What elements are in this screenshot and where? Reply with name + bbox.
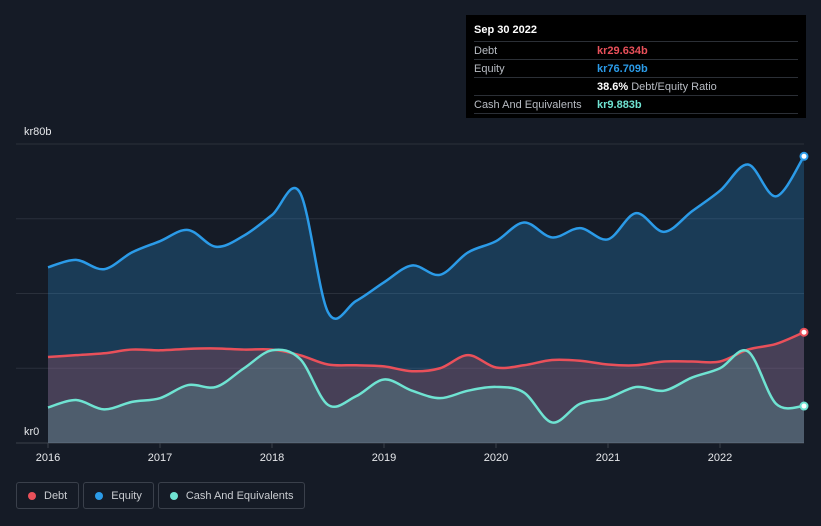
series-lines bbox=[47, 155, 806, 424]
ratio-label: Debt/Equity Ratio bbox=[631, 80, 717, 93]
tooltip-label: Cash And Equivalents bbox=[474, 98, 582, 111]
line-equity bbox=[47, 155, 806, 321]
legend-label: Equity bbox=[111, 489, 142, 502]
x-tick-label: 2021 bbox=[596, 452, 620, 464]
legend-item-equity[interactable]: Equity bbox=[83, 482, 154, 509]
y-axis-label-top: kr80b bbox=[24, 126, 52, 138]
x-tick-label: 2018 bbox=[260, 452, 284, 464]
chart-legend: Debt Equity Cash And Equivalents bbox=[16, 482, 306, 509]
endpoint-cash-and-equivalents bbox=[799, 401, 809, 411]
series-areas bbox=[48, 156, 804, 443]
x-tick-label: 2019 bbox=[372, 452, 396, 464]
legend-item-cash[interactable]: Cash And Equivalents bbox=[157, 482, 306, 509]
area-debt bbox=[48, 332, 804, 443]
tooltip-value-ratio: 38.6% Debt/Equity Ratio bbox=[597, 81, 717, 93]
x-tick-label: 2017 bbox=[148, 452, 172, 464]
x-tick-label: 2022 bbox=[708, 452, 732, 464]
tooltip-label: Equity bbox=[474, 62, 505, 75]
legend-item-debt[interactable]: Debt bbox=[16, 482, 80, 509]
tooltip-date: Sep 30 2022 bbox=[474, 24, 537, 36]
x-axis-ticks: 2016 2017 2018 2019 2020 2021 2022 bbox=[36, 443, 732, 464]
tooltip-row-ratio: 38.6% Debt/Equity Ratio bbox=[474, 77, 798, 95]
y-axis-label-bottom: kr0 bbox=[24, 426, 39, 438]
tooltip-row-cash: Cash And Equivalents kr9.883b bbox=[474, 95, 798, 114]
data-tooltip: Sep 30 2022 Debt kr29.634b Equity kr76.7… bbox=[466, 15, 806, 118]
area-equity bbox=[48, 156, 804, 443]
endpoint-equity bbox=[799, 151, 809, 161]
legend-label: Debt bbox=[44, 489, 68, 502]
tooltip-row-equity: Equity kr76.709b bbox=[474, 59, 798, 77]
ratio-value: 38.6% bbox=[597, 80, 629, 93]
legend-dot-icon bbox=[169, 491, 178, 500]
series-endpoints bbox=[799, 151, 809, 411]
tooltip-value-equity: kr76.709b bbox=[597, 62, 648, 75]
tooltip-value-debt: kr29.634b bbox=[597, 44, 648, 57]
tooltip-row-debt: Debt kr29.634b bbox=[474, 41, 798, 59]
tooltip-label: Debt bbox=[474, 44, 498, 57]
endpoint-debt bbox=[799, 327, 809, 337]
legend-dot-icon bbox=[95, 491, 104, 500]
legend-label: Cash And Equivalents bbox=[185, 489, 294, 502]
legend-dot-icon bbox=[28, 491, 36, 500]
x-tick-label: 2016 bbox=[36, 452, 60, 464]
x-tick-label: 2020 bbox=[484, 452, 508, 464]
line-cash-and-equivalents bbox=[47, 348, 805, 424]
gridlines bbox=[16, 143, 804, 444]
line-debt bbox=[47, 331, 805, 373]
tooltip-value-cash: kr9.883b bbox=[597, 98, 642, 111]
